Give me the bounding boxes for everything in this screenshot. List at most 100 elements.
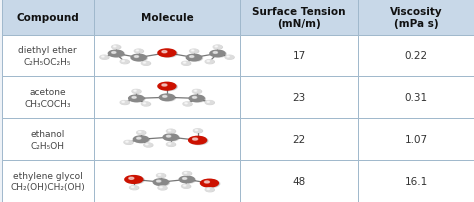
- Circle shape: [183, 185, 186, 186]
- Circle shape: [159, 95, 174, 101]
- Circle shape: [187, 56, 202, 62]
- Circle shape: [215, 47, 218, 48]
- Circle shape: [132, 56, 147, 62]
- Bar: [358, 35, 474, 77]
- Circle shape: [183, 103, 192, 106]
- Circle shape: [158, 186, 166, 190]
- Circle shape: [113, 47, 116, 48]
- Circle shape: [205, 188, 214, 191]
- Bar: [1, 160, 94, 202]
- Bar: [240, 35, 358, 77]
- Bar: [1, 119, 94, 160]
- Circle shape: [135, 50, 144, 54]
- Circle shape: [193, 129, 202, 133]
- Circle shape: [156, 180, 161, 182]
- Circle shape: [159, 83, 177, 91]
- Circle shape: [133, 90, 141, 94]
- Circle shape: [100, 56, 109, 60]
- Circle shape: [226, 56, 234, 60]
- Text: 1.07: 1.07: [405, 135, 428, 144]
- Circle shape: [121, 101, 129, 105]
- Circle shape: [128, 96, 144, 102]
- Bar: [1, 77, 94, 119]
- Circle shape: [131, 55, 146, 61]
- Circle shape: [168, 143, 171, 144]
- Circle shape: [210, 51, 225, 57]
- Circle shape: [194, 129, 202, 133]
- Bar: [94, 35, 240, 77]
- Bar: [94, 119, 240, 160]
- Circle shape: [211, 52, 226, 58]
- Circle shape: [186, 55, 201, 61]
- Text: 23: 23: [292, 93, 306, 103]
- Circle shape: [112, 52, 116, 54]
- Circle shape: [182, 178, 187, 180]
- Circle shape: [225, 56, 234, 60]
- Circle shape: [158, 83, 176, 90]
- Circle shape: [137, 138, 141, 139]
- Circle shape: [164, 135, 179, 141]
- Circle shape: [157, 174, 165, 178]
- Circle shape: [142, 62, 151, 66]
- Circle shape: [195, 130, 198, 131]
- Bar: [240, 0, 358, 35]
- Circle shape: [207, 102, 210, 103]
- Circle shape: [159, 186, 167, 190]
- Text: Molecule: Molecule: [140, 13, 193, 23]
- Circle shape: [143, 103, 146, 104]
- Circle shape: [109, 52, 125, 58]
- Circle shape: [167, 143, 175, 147]
- Circle shape: [180, 177, 195, 183]
- Circle shape: [192, 138, 198, 140]
- Circle shape: [125, 176, 143, 183]
- Circle shape: [201, 179, 219, 187]
- Circle shape: [162, 84, 167, 87]
- Text: Viscosity
(mPa s): Viscosity (mPa s): [390, 6, 442, 29]
- Text: Surface Tension
(mN/m): Surface Tension (mN/m): [253, 6, 346, 29]
- Bar: [94, 0, 240, 35]
- Circle shape: [126, 176, 144, 184]
- Circle shape: [137, 131, 146, 135]
- Circle shape: [130, 96, 145, 103]
- Circle shape: [182, 184, 190, 188]
- Bar: [94, 77, 240, 119]
- Circle shape: [145, 144, 153, 147]
- Bar: [358, 160, 474, 202]
- Circle shape: [167, 130, 175, 134]
- Circle shape: [190, 56, 194, 58]
- Circle shape: [153, 179, 168, 185]
- Circle shape: [158, 50, 176, 57]
- Circle shape: [134, 91, 136, 92]
- Circle shape: [132, 90, 140, 94]
- Circle shape: [163, 134, 178, 141]
- Circle shape: [126, 141, 128, 142]
- Circle shape: [131, 187, 134, 188]
- Circle shape: [161, 95, 175, 102]
- Circle shape: [179, 176, 194, 183]
- Circle shape: [193, 90, 201, 94]
- Circle shape: [143, 63, 146, 64]
- Circle shape: [125, 141, 133, 145]
- Circle shape: [183, 102, 191, 106]
- Circle shape: [120, 101, 128, 105]
- Circle shape: [182, 62, 191, 66]
- Circle shape: [160, 187, 162, 188]
- Circle shape: [206, 188, 214, 192]
- Circle shape: [190, 50, 199, 54]
- Bar: [240, 119, 358, 160]
- Circle shape: [182, 185, 191, 188]
- Circle shape: [112, 46, 120, 49]
- Circle shape: [190, 96, 205, 103]
- Text: 48: 48: [292, 176, 306, 186]
- Circle shape: [142, 103, 151, 106]
- Circle shape: [189, 137, 207, 144]
- Text: 16.1: 16.1: [404, 176, 428, 186]
- Circle shape: [134, 50, 143, 54]
- Circle shape: [134, 56, 138, 58]
- Circle shape: [182, 172, 191, 175]
- Circle shape: [168, 130, 171, 131]
- Circle shape: [192, 97, 197, 99]
- Text: ethanol
C₂H₅OH: ethanol C₂H₅OH: [30, 129, 65, 150]
- Circle shape: [109, 51, 123, 57]
- Circle shape: [132, 97, 136, 99]
